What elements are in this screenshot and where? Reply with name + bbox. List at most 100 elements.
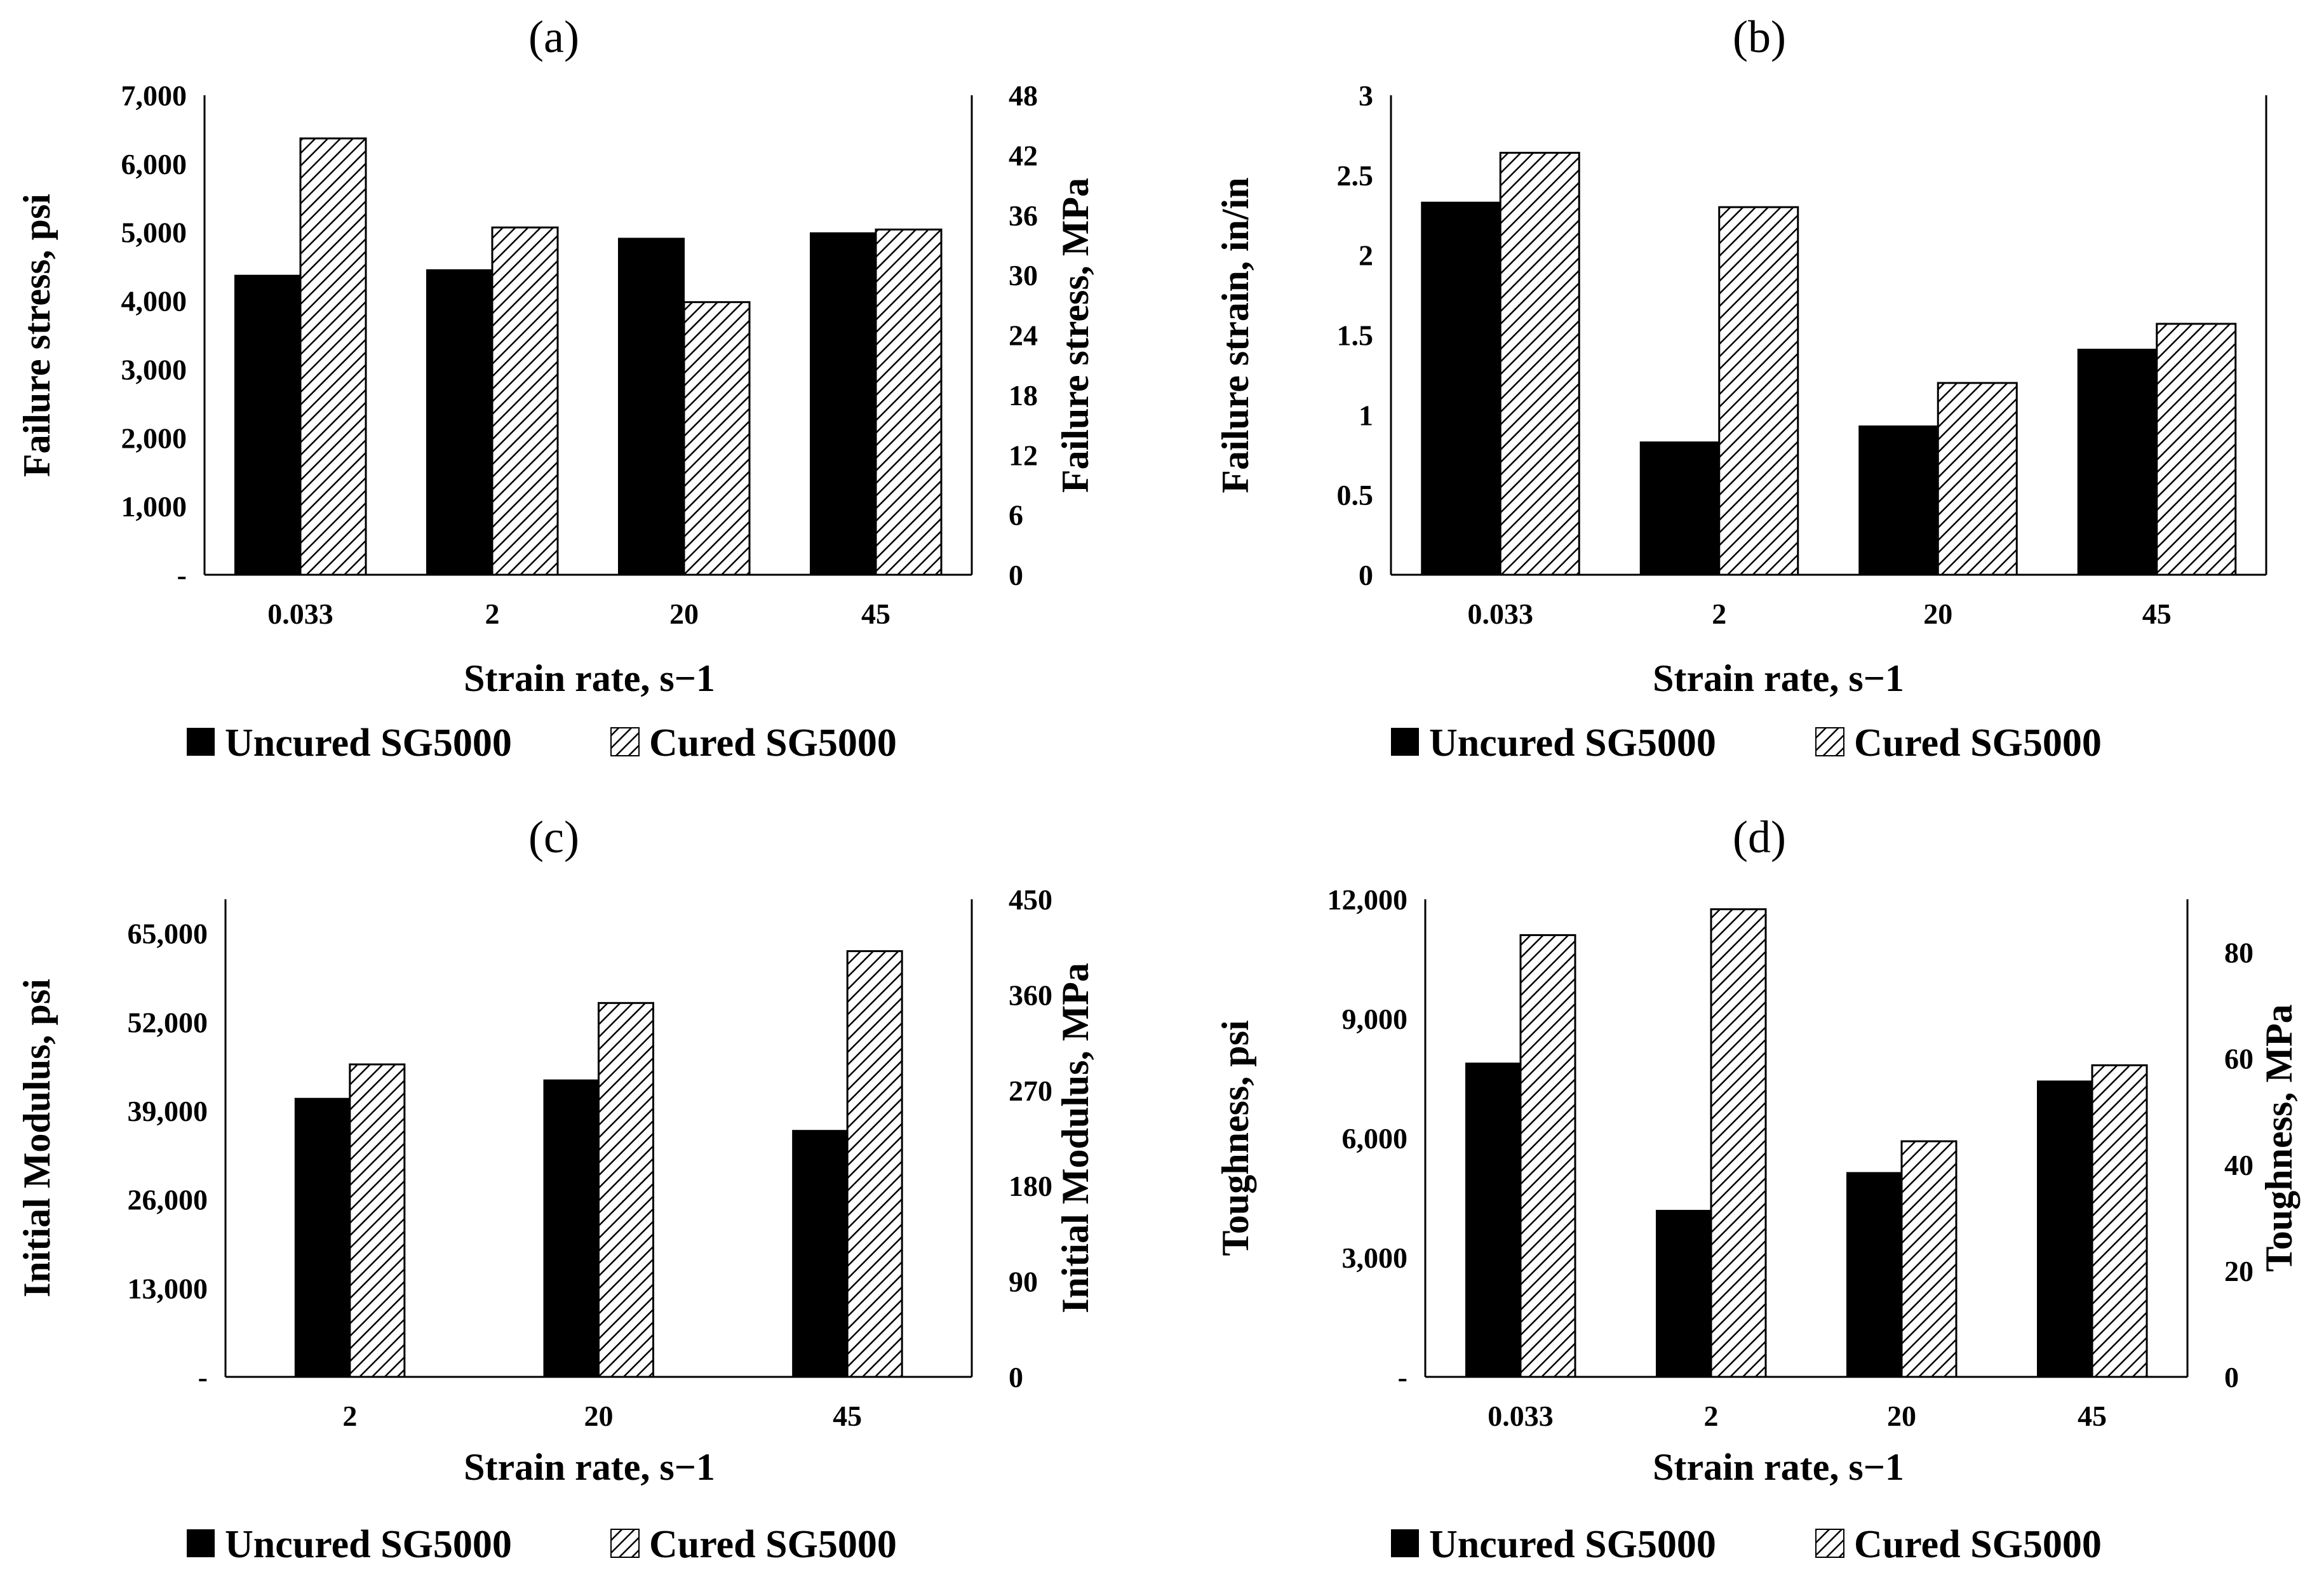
y-tick-label: 1.5: [1337, 319, 1374, 352]
legend-label-cured: Cured SG5000: [649, 721, 897, 765]
bar-cured: [1937, 382, 2018, 576]
y-tick-label: 39,000: [128, 1095, 208, 1127]
y-axis-title: Failure stress, psi: [16, 194, 58, 477]
panel-label: (a): [528, 11, 579, 62]
legend-label-cured: Cured SG5000: [649, 1523, 897, 1566]
y2-axis-title: Toughness, MPa: [2258, 1004, 2300, 1271]
bar-uncured: [2077, 349, 2158, 576]
y-tick-label: 5,000: [121, 217, 187, 249]
y-tick-label: 6,000: [121, 148, 187, 180]
bar-uncured: [1846, 1172, 1902, 1378]
x-tick-label: 2: [485, 598, 500, 630]
bar-uncured: [234, 274, 301, 575]
legend-swatch-uncured: [1391, 1529, 1419, 1557]
y2-tick-label: 450: [1009, 883, 1052, 916]
y-tick-label: 6,000: [1342, 1122, 1408, 1155]
y-tick-label: 1,000: [121, 490, 187, 523]
y-axis-title: Initial Modulus, psi: [16, 979, 58, 1297]
y-tick-label: 12,000: [1327, 883, 1408, 916]
legend-swatch-uncured: [187, 728, 215, 756]
x-tick-label: 0.033: [1468, 598, 1534, 630]
y2-tick-label: 40: [2224, 1149, 2253, 1181]
bar-cured: [299, 137, 367, 576]
x-tick-label: 20: [1887, 1400, 1916, 1432]
y2-tick-label: 42: [1009, 139, 1038, 171]
bar-uncured: [618, 238, 685, 575]
x-tick-label: 0.033: [267, 598, 333, 630]
y-tick-label: 3: [1359, 79, 1373, 112]
y2-tick-label: 18: [1009, 379, 1038, 412]
bar-cured: [349, 1063, 406, 1378]
x-tick-label: 20: [669, 598, 699, 630]
bar-cured: [875, 228, 943, 576]
x-tick-label: 2: [342, 1400, 357, 1432]
bar-cured: [1519, 934, 1576, 1378]
bar-uncured: [543, 1079, 600, 1378]
legend: Uncured SG5000 Cured SG5000: [1391, 721, 2102, 765]
y-tick-label: -: [198, 1361, 208, 1393]
bar-uncured: [294, 1097, 351, 1378]
legend-label-cured: Cured SG5000: [1854, 721, 2102, 765]
legend-swatch-uncured: [1391, 728, 1419, 756]
chart-panel-b: (b) 0 0.5 1 1.5 2 2.5 3 Failure strain, in/in 0.0…: [1214, 11, 2267, 765]
y-tick-label: 0: [1359, 559, 1373, 591]
bar-cured: [2091, 1064, 2148, 1378]
y2-tick-label: 6: [1009, 499, 1023, 532]
bar-cured: [1900, 1140, 1958, 1378]
x-tick-label: 45: [861, 598, 890, 630]
x-axis-title: Strain rate, s−1: [464, 1446, 715, 1488]
y2-tick-label: 360: [1009, 979, 1052, 1011]
x-tick-label: 20: [584, 1400, 614, 1432]
y-tick-label: -: [177, 559, 187, 591]
bar-uncured: [1465, 1063, 1521, 1378]
y2-tick-label: 0: [1009, 1361, 1023, 1393]
y-axis-title: Toughness, psi: [1214, 1020, 1256, 1256]
y-tick-label: 65,000: [128, 918, 208, 950]
y2-tick-label: 0: [2224, 1361, 2239, 1393]
bar-uncured: [810, 232, 877, 575]
y-tick-label: 4,000: [121, 285, 187, 318]
legend-label-uncured: Uncured SG5000: [1429, 1523, 1716, 1566]
legend: Uncured SG5000 Cured SG5000: [187, 721, 897, 765]
chart-panel-c: (c) - 13,000 26,000 39,000 52,000 65,000 0 90 180…: [16, 812, 1096, 1566]
y2-axis-title: Initial Modulus, MPa: [1054, 963, 1096, 1313]
y2-tick-label: 90: [1009, 1266, 1038, 1298]
y-tick-label: 52,000: [128, 1006, 208, 1038]
y2-tick-label: 20: [2224, 1255, 2253, 1287]
y2-tick-label: 80: [2224, 937, 2253, 969]
legend-label-uncured: Uncured SG5000: [225, 721, 512, 765]
y-tick-label: 9,000: [1342, 1003, 1408, 1035]
y2-axis-title: Failure stress, MPa: [1054, 178, 1096, 493]
y-axis-title: Failure strain, in/in: [1214, 177, 1256, 493]
y2-tick-label: 30: [1009, 259, 1038, 292]
x-axis-title: Strain rate, s−1: [464, 657, 715, 699]
chart-panel-a: (a) - 1,000 2,000 3,000 4,000 5,000 6,000 7,000 0…: [16, 11, 1096, 765]
x-axis-title: Strain rate, s−1: [1653, 1446, 1904, 1488]
x-tick-label: 0.033: [1488, 1400, 1554, 1432]
legend-swatch-uncured: [187, 1529, 215, 1557]
bar-uncured: [1639, 441, 1720, 575]
bar-cured: [598, 1002, 654, 1378]
bar-cured: [846, 950, 903, 1378]
panel-label: (c): [528, 812, 579, 862]
x-axis-title: Strain rate, s−1: [1653, 657, 1904, 699]
bar-cured: [1718, 206, 1799, 576]
y-tick-label: -: [1398, 1361, 1407, 1393]
bar-uncured: [1656, 1210, 1712, 1378]
bar-uncured: [426, 269, 493, 575]
legend: Uncured SG5000 Cured SG5000: [1391, 1523, 2102, 1566]
x-tick-label: 45: [2078, 1400, 2107, 1432]
x-tick-label: 20: [1923, 598, 1952, 630]
y-tick-label: 7,000: [121, 79, 187, 112]
y-tick-label: 1: [1359, 399, 1373, 431]
x-tick-label: 2: [1712, 598, 1726, 630]
y-tick-label: 2,000: [121, 422, 187, 454]
x-tick-label: 45: [2142, 598, 2172, 630]
y2-tick-label: 12: [1009, 439, 1038, 471]
bar-uncured: [1858, 425, 1939, 576]
x-tick-label: 2: [1704, 1400, 1719, 1432]
bar-cured: [1499, 152, 1580, 576]
y2-tick-label: 24: [1009, 319, 1038, 352]
bar-cured: [1710, 908, 1767, 1378]
